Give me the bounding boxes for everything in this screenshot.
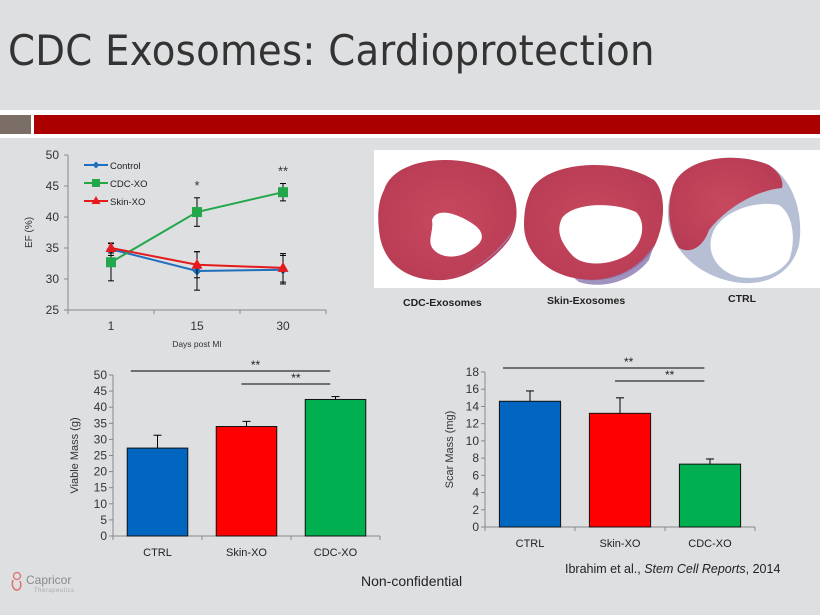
citation-author: Ibrahim et al., [565,562,645,576]
legend-label: Control [110,161,141,172]
data-point [106,257,116,268]
significance-marker: * [194,178,199,193]
bar-ctrl [126,447,189,537]
histology-label-skin: Skin-Exosomes [547,295,626,307]
y-tick-label: 40 [46,210,60,224]
x-tick-label: CTRL [516,538,545,550]
y-tick-label: 14 [466,399,480,413]
divider-gray-block [0,115,31,134]
x-tick-label: CTRL [143,547,172,559]
y-tick-label: 50 [46,148,60,162]
y-tick-label: 35 [46,241,60,255]
y-tick-label: 5 [100,513,107,527]
y-tick-label: 0 [472,520,479,534]
heart-section-cdc [378,159,517,281]
legend-label: Skin-XO [110,197,145,208]
x-tick-label: CDC-XO [688,538,732,550]
viable-mass-bar-chart: 0 5 10 15 20 25 30 35 40 45 50 Viable Mass (g) CTRL S… [69,358,381,559]
data-point [192,207,202,218]
scar-mass-bar-chart: 0 2 4 6 8 10 12 14 16 18 Scar Mass (mg) CTRL Skin-XO… [444,355,756,550]
x-tick-label: 30 [276,319,290,333]
logo-name: Capricor [26,573,72,587]
significance-marker: ** [278,164,288,179]
legend-marker [92,161,100,169]
legend-marker [92,179,100,187]
y-axis-title: Viable Mass (g) [69,417,81,493]
data-point [277,261,289,272]
histology-label-ctrl: CTRL [728,293,756,305]
citation: Ibrahim et al., Stem Cell Reports, 2014 [565,562,780,576]
data-point [105,242,117,252]
y-tick-label: 45 [94,384,108,398]
legend-label: CDC-XO [110,179,147,190]
heart-section-skin [524,164,664,285]
citation-journal: Stem Cell Reports [644,562,746,576]
y-tick-label: 45 [46,179,60,193]
y-tick-label: 15 [94,481,108,495]
bar-ctrl [498,400,562,528]
y-tick-label: 18 [466,365,480,379]
logo-icon [11,571,22,591]
heart-section-ctrl [667,157,801,284]
y-tick-label: 35 [94,416,108,430]
significance-marker: ** [665,368,675,382]
y-tick-label: 25 [46,303,60,317]
bar-skin-xo [588,412,652,528]
y-tick-label: 40 [94,400,108,414]
significance-marker: ** [291,371,301,385]
y-tick-label: 4 [472,486,479,500]
slide-title: CDC Exosomes: Cardioprotection [8,26,655,75]
company-logo: Capricor Therapeutics [8,570,74,597]
x-tick-label: 15 [190,319,204,333]
y-tick-label: 20 [94,465,108,479]
y-tick-label: 10 [94,497,108,511]
y-tick-label: 12 [466,417,480,431]
bar-cdc-xo [304,398,367,537]
x-tick-label: Skin-XO [600,538,641,550]
y-tick-label: 16 [466,382,480,396]
legend-marker [91,196,101,204]
y-tick-label: 30 [94,432,108,446]
y-tick-label: 25 [94,449,108,463]
significance-marker: ** [251,358,261,372]
x-axis-title: Days post MI [172,339,222,349]
x-tick-label: Skin-XO [226,547,267,559]
bar-skin-xo [215,426,278,537]
data-point [191,258,203,269]
y-tick-label: 8 [472,451,479,465]
histology-label-cdc: CDC-Exosomes [403,297,482,309]
x-tick-label: 1 [108,319,115,333]
y-axis-title: EF (%) [24,217,35,248]
confidentiality-note: Non-confidential [361,573,463,589]
data-point [278,187,288,198]
x-tick-label: CDC-XO [314,547,358,559]
citation-year: , 2014 [745,562,781,576]
y-tick-label: 30 [46,272,60,286]
y-tick-label: 0 [100,529,107,543]
logo-subtitle: Therapeutics [34,588,75,594]
y-tick-label: 6 [472,468,479,482]
y-tick-label: 2 [472,503,479,517]
ef-line-chart: 25 30 35 40 45 50 1 15 30 Days post MI EF (%) Contr… [24,148,327,349]
significance-marker: ** [624,355,634,369]
histology-images [378,157,801,285]
histology-image-panel [374,150,820,288]
bar-cdc-xo [678,463,742,528]
y-tick-label: 10 [466,434,480,448]
y-tick-label: 50 [94,368,108,382]
divider-red-bar [34,115,820,134]
y-axis-title: Scar Mass (mg) [444,411,456,489]
